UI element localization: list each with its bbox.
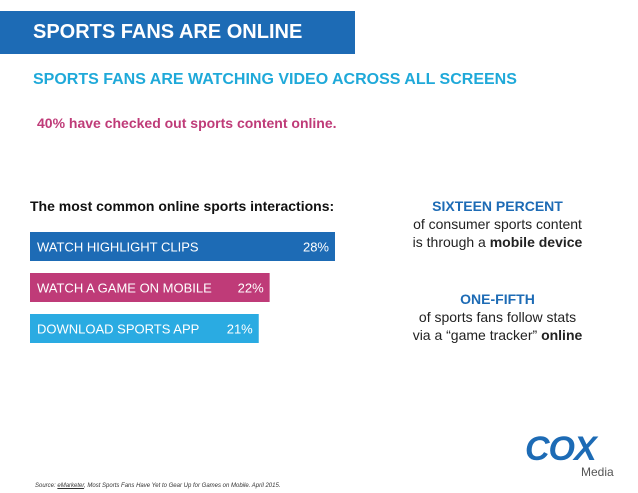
bar-value-label: 21% (227, 322, 253, 337)
bar-category-label: DOWNLOAD SPORTS APP (37, 322, 199, 337)
bar (30, 314, 259, 343)
title-banner (0, 11, 355, 54)
callout-line: is through a mobile device (385, 233, 610, 251)
bar (30, 273, 270, 302)
page-subtitle: SPORTS FANS ARE WATCHING VIDEO ACROSS AL… (33, 71, 517, 88)
source-text: , Most Sports Fans Have Yet to Gear Up f… (84, 483, 281, 489)
chart-title: The most common online sports interactio… (30, 198, 335, 214)
logo-wordmark: COX (525, 430, 597, 468)
bar-value-label: 22% (238, 281, 264, 296)
source-prefix: Source: (35, 483, 58, 489)
callout-bold-text: mobile device (489, 234, 583, 250)
source-link[interactable]: eMarketer (57, 483, 85, 489)
callout-sixteen-percent: SIXTEEN PERCENT of consumer sports conte… (385, 197, 610, 251)
callout-heading: SIXTEEN PERCENT (432, 198, 563, 214)
cox-media-logo: COX Media (525, 430, 625, 480)
callout-line: of sports fans follow stats (418, 309, 577, 325)
page-title: SPORTS FANS ARE ONLINE (33, 21, 303, 43)
stat-line: 40% have checked out sports content onli… (37, 115, 337, 131)
callout-text: via a “game tracker” (412, 327, 542, 343)
callout-text: is through a (412, 234, 490, 250)
callout-line: of consumer sports content (413, 216, 582, 232)
source-note: Source: eMarketer, Most Sports Fans Have… (35, 483, 280, 489)
callout-one-fifth: ONE-FIFTH of sports fans follow stats vi… (385, 290, 610, 344)
bar-category-label: WATCH HIGHLIGHT CLIPS (37, 240, 199, 255)
bar (30, 232, 335, 261)
callout-heading: ONE-FIFTH (460, 291, 535, 307)
callout-line: via a “game tracker” online (385, 326, 610, 344)
bar-category-label: WATCH A GAME ON MOBILE (37, 281, 212, 296)
bar-value-label: 28% (303, 240, 329, 255)
callout-bold-text: online (541, 327, 583, 343)
logo-subtext: Media (581, 465, 614, 479)
